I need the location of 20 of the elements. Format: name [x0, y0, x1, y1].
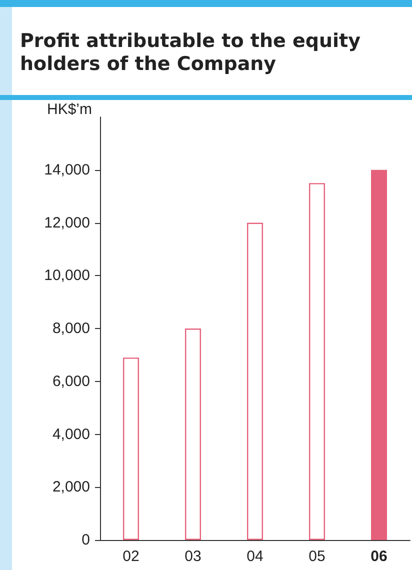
- y-tick-label: 4,000: [52, 426, 90, 443]
- x-tick-label: 03: [184, 548, 202, 565]
- y-tick-label: 14,000: [44, 161, 90, 178]
- x-tick-label: 04: [246, 548, 264, 565]
- chart-title: Profit attributable to the equity holders of the Company: [20, 30, 362, 76]
- y-tick-label: 0: [82, 532, 90, 548]
- y-tick-label: 8,000: [52, 320, 90, 337]
- bar: [185, 328, 201, 540]
- x-tick-label: 06: [370, 548, 388, 565]
- bar: [247, 222, 263, 540]
- x-tick-label: 05: [308, 548, 326, 565]
- y-tick-label: 2,000: [52, 478, 90, 496]
- bar: [309, 183, 325, 540]
- y-tick-label: 6,000: [52, 372, 90, 390]
- x-tick-label: 02: [122, 548, 140, 565]
- bar: [123, 358, 139, 540]
- y-tick-label: 10,000: [44, 267, 90, 284]
- bar: [371, 170, 387, 540]
- y-axis-title: HK$’m: [46, 101, 92, 118]
- y-tick-label: 12,000: [44, 214, 90, 232]
